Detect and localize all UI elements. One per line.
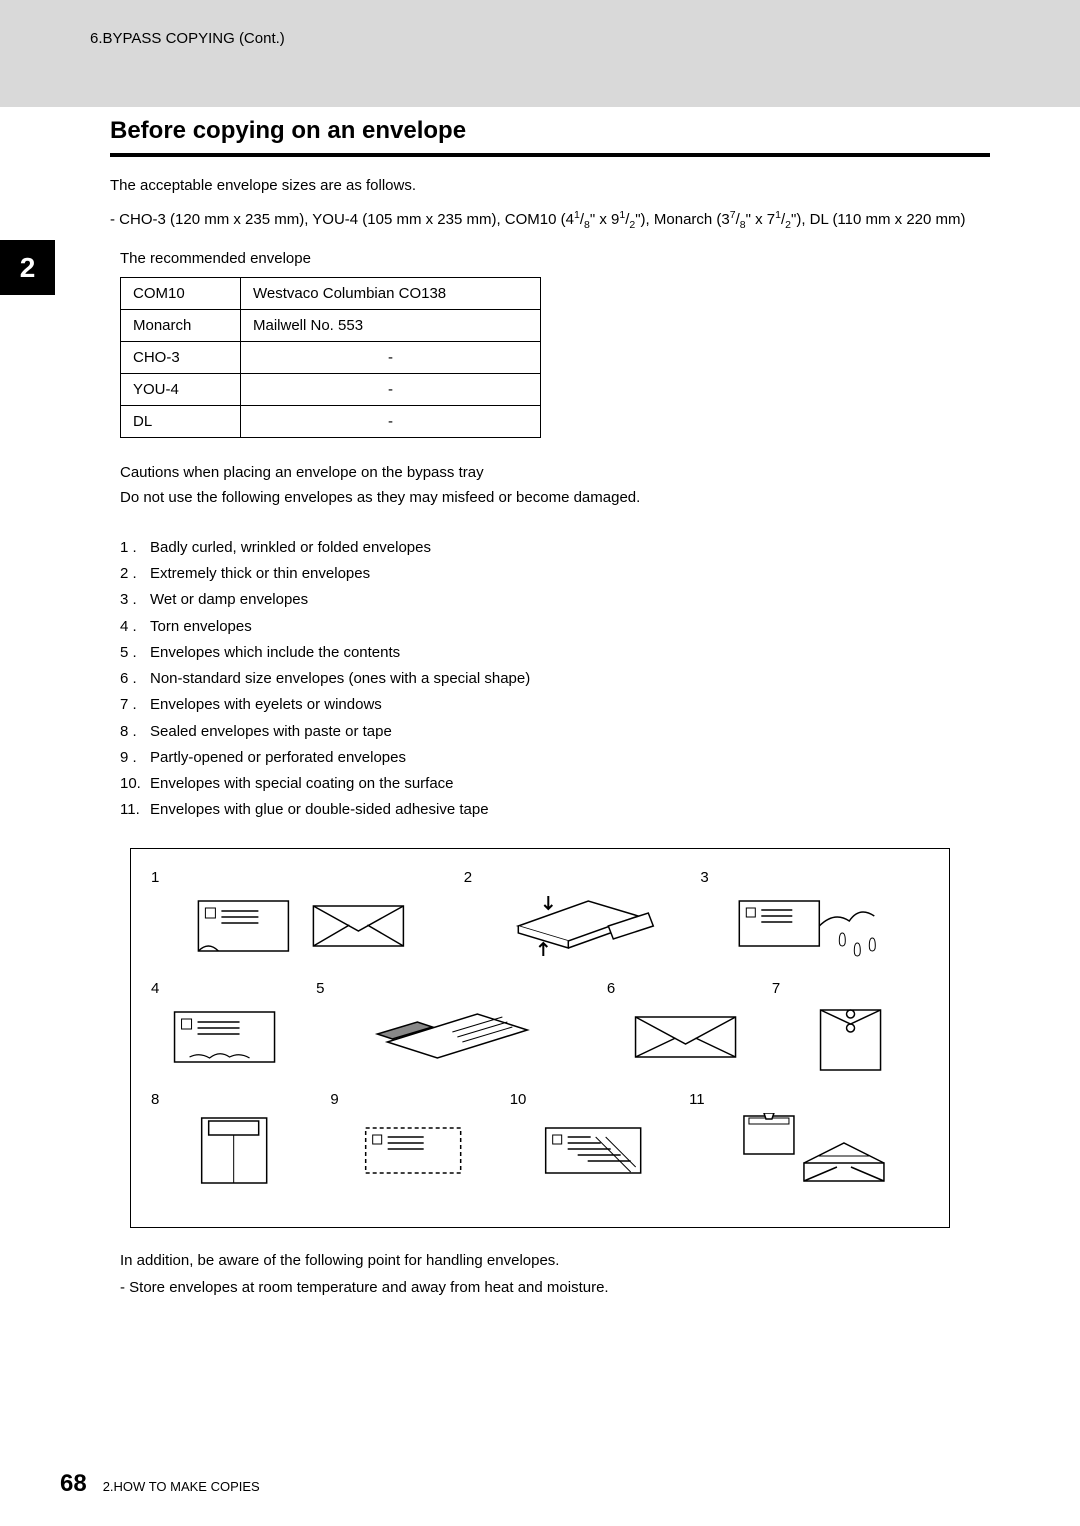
glue-envelope-icon (689, 1113, 929, 1188)
intro-text: The acceptable envelope sizes are as fol… (110, 177, 990, 194)
fig-label: 4 (151, 980, 159, 997)
contents-envelope-icon (316, 1002, 599, 1077)
wet-envelope-icon (700, 891, 929, 966)
table-row: DL- (121, 405, 541, 437)
list-item: 4 .Torn envelopes (120, 614, 990, 640)
list-item: 2 .Extremely thick or thin envelopes (120, 561, 990, 587)
coated-envelope-icon (510, 1113, 681, 1188)
addendum-intro: In addition, be aware of the following p… (120, 1248, 990, 1274)
fig-label: 7 (772, 980, 780, 997)
addendum-bullet: Store envelopes at room temperature and … (120, 1274, 990, 1303)
fig-label: 1 (151, 869, 159, 886)
footer-crumb: 2.HOW TO MAKE COPIES (103, 1479, 260, 1494)
eyelet-envelope-icon (772, 1002, 929, 1077)
fig-label: 9 (330, 1091, 338, 1108)
envelope-table: COM10Westvaco Columbian CO138 MonarchMai… (120, 277, 541, 438)
torn-envelope-icon (151, 1002, 308, 1077)
table-row: CHO-3- (121, 341, 541, 373)
warnings-list: 1 .Badly curled, wrinkled or folded enve… (120, 535, 990, 824)
title-rule (110, 153, 990, 157)
cautions-sub: Do not use the following envelopes as th… (120, 485, 990, 511)
list-item: 10.Envelopes with special coating on the… (120, 771, 990, 797)
section-title: Before copying on an envelope (110, 117, 990, 145)
list-item: 5 .Envelopes which include the contents (120, 640, 990, 666)
fig-label: 6 (607, 980, 615, 997)
fig-label: 8 (151, 1091, 159, 1108)
list-item: 9 .Partly-opened or perforated envelopes (120, 745, 990, 771)
envelope-sizes-bullet: CHO-3 (120 mm x 235 mm), YOU-4 (105 mm x… (110, 206, 990, 236)
addendum-block: In addition, be aware of the following p… (120, 1248, 990, 1303)
fig-label: 3 (700, 869, 708, 886)
table-row: MonarchMailwell No. 553 (121, 309, 541, 341)
list-item: 7 .Envelopes with eyelets or windows (120, 692, 990, 718)
envelope-figure: 1 2 (130, 848, 950, 1228)
chapter-tab: 2 (0, 240, 55, 295)
fig-label: 10 (510, 1091, 527, 1108)
fig-label: 11 (689, 1091, 705, 1108)
main-content: Before copying on an envelope The accept… (0, 117, 1080, 1302)
table-row: COM10Westvaco Columbian CO138 (121, 277, 541, 309)
fig-label: 2 (464, 869, 472, 886)
curled-envelope-icon (151, 891, 456, 966)
page-footer: 68 2.HOW TO MAKE COPIES (60, 1470, 260, 1498)
list-item: 8 .Sealed envelopes with paste or tape (120, 719, 990, 745)
page-header: 6.BYPASS COPYING (Cont.) (0, 0, 1080, 107)
table-row: YOU-4- (121, 373, 541, 405)
fig-label: 5 (316, 980, 324, 997)
page-number: 68 (60, 1470, 87, 1498)
header-breadcrumb: 6.BYPASS COPYING (Cont.) (90, 30, 285, 47)
list-item: 3 .Wet or damp envelopes (120, 587, 990, 613)
list-item: 1 .Badly curled, wrinkled or folded enve… (120, 535, 990, 561)
sealed-envelope-icon (151, 1113, 322, 1188)
perforated-envelope-icon (330, 1113, 501, 1188)
cautions-heading: Cautions when placing an envelope on the… (120, 460, 990, 486)
list-item: 6 .Non-standard size envelopes (ones wit… (120, 666, 990, 692)
shaped-envelope-icon (607, 1002, 764, 1077)
cautions-block: Cautions when placing an envelope on the… (120, 460, 990, 511)
thick-envelope-icon (464, 891, 693, 966)
list-item: 11.Envelopes with glue or double-sided a… (120, 797, 990, 823)
recommended-label: The recommended envelope (120, 250, 990, 267)
